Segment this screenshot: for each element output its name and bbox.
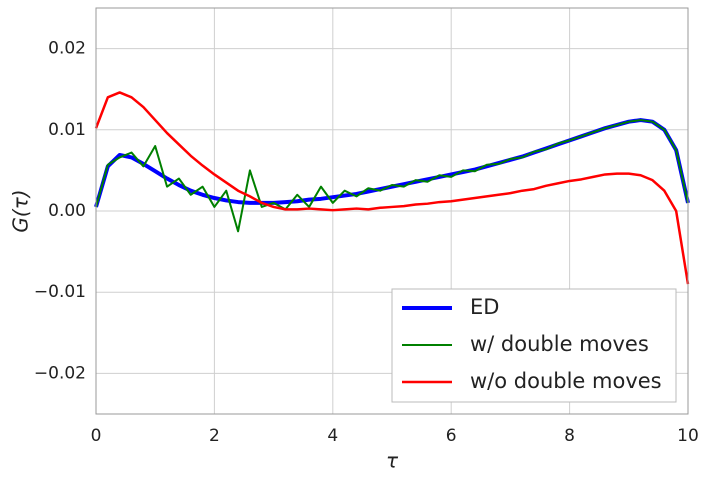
legend-label: w/ double moves <box>470 332 649 356</box>
y-tick-label: 0.00 <box>48 201 86 221</box>
x-tick-label: 2 <box>209 426 220 446</box>
x-tick-label: 10 <box>677 426 699 446</box>
x-tick-label: 0 <box>91 426 102 446</box>
x-tick-label: 8 <box>564 426 575 446</box>
x-tick-label: 4 <box>327 426 338 446</box>
y-axis-label: G(τ) <box>9 189 33 232</box>
y-tick-label: 0.01 <box>48 120 86 140</box>
x-tick-label: 6 <box>446 426 457 446</box>
y-tick-label: 0.02 <box>48 39 86 59</box>
plot-frame <box>95 7 689 415</box>
legend-label: w/o double moves <box>470 369 662 393</box>
series-line <box>94 91 690 285</box>
y-tick-label: −0.02 <box>34 363 86 383</box>
legend: ED w/ double moves w/o double moves <box>391 288 677 403</box>
series-line <box>95 119 689 233</box>
legend-label: ED <box>470 295 499 319</box>
x-axis-label: τ <box>386 449 399 473</box>
y-tick-label: −0.01 <box>34 282 86 302</box>
